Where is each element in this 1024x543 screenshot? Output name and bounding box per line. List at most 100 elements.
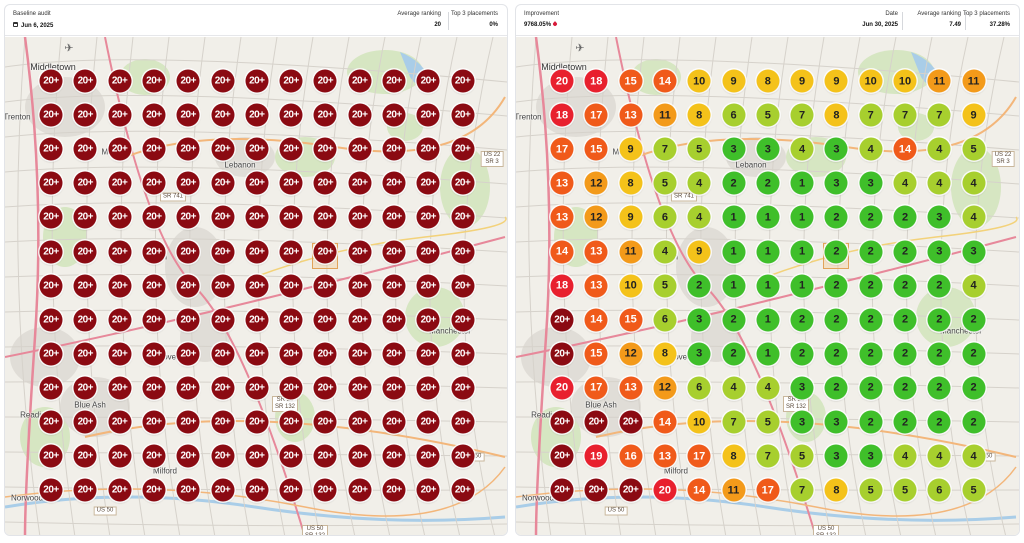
rank-pin[interactable]: 8 <box>824 478 848 502</box>
rank-pin[interactable]: 20+ <box>73 478 97 502</box>
rank-pin[interactable]: 2 <box>893 274 917 298</box>
rank-pin[interactable]: 20+ <box>245 308 269 332</box>
rank-pin[interactable]: 3 <box>687 342 711 366</box>
rank-pin[interactable]: 20+ <box>142 171 166 195</box>
rank-pin[interactable]: 3 <box>824 137 848 161</box>
rank-pin[interactable]: 20+ <box>416 342 440 366</box>
rank-pin[interactable]: 10 <box>893 69 917 93</box>
rank-pin[interactable]: 20+ <box>142 274 166 298</box>
rank-pin[interactable]: 9 <box>962 103 986 127</box>
rank-pin[interactable]: 15 <box>584 342 608 366</box>
rank-pin[interactable]: 20+ <box>73 410 97 434</box>
rank-pin[interactable]: 2 <box>927 410 951 434</box>
rank-pin[interactable]: 20+ <box>245 342 269 366</box>
rank-pin[interactable]: 3 <box>859 171 883 195</box>
rank-pin[interactable]: 20+ <box>73 205 97 229</box>
rank-pin[interactable]: 8 <box>824 103 848 127</box>
rank-pin[interactable]: 9 <box>722 69 745 93</box>
rank-pin[interactable]: 20+ <box>451 444 475 468</box>
rank-pin[interactable]: 20+ <box>348 308 372 332</box>
rank-pin[interactable]: 2 <box>859 410 883 434</box>
rank-pin[interactable]: 20+ <box>142 240 166 263</box>
rank-pin[interactable]: 4 <box>927 444 951 468</box>
rank-pin[interactable]: 5 <box>756 410 780 434</box>
rank-pin[interactable]: 20+ <box>245 274 269 298</box>
rank-pin[interactable]: 20+ <box>382 444 406 468</box>
rank-pin[interactable]: 16 <box>619 444 643 468</box>
rank-pin[interactable]: 15 <box>584 137 608 161</box>
rank-pin[interactable]: 3 <box>824 444 848 468</box>
rank-pin[interactable]: 20+ <box>211 376 234 400</box>
rank-pin[interactable]: 20+ <box>245 444 269 468</box>
rank-pin[interactable]: 20+ <box>348 240 372 263</box>
rank-pin[interactable]: 20+ <box>416 444 440 468</box>
rank-pin[interactable]: 20+ <box>39 478 63 502</box>
rank-pin[interactable]: 4 <box>687 205 711 229</box>
rank-pin[interactable]: 4 <box>859 137 883 161</box>
rank-pin[interactable]: 14 <box>893 137 917 161</box>
rank-pin[interactable]: 8 <box>687 103 711 127</box>
rank-pin[interactable]: 20+ <box>176 103 200 127</box>
rank-pin[interactable]: 20+ <box>176 274 200 298</box>
rank-pin[interactable]: 20+ <box>211 205 234 229</box>
rank-pin[interactable]: 10 <box>687 69 711 93</box>
rank-pin[interactable]: 20+ <box>279 376 303 400</box>
rank-pin[interactable]: 8 <box>722 444 745 468</box>
rank-pin[interactable]: 14 <box>584 308 608 332</box>
rank-pin[interactable]: 20+ <box>348 410 372 434</box>
rank-pin[interactable]: 20+ <box>176 342 200 366</box>
rank-pin[interactable]: 20+ <box>279 69 303 93</box>
rank-pin[interactable]: 20+ <box>39 274 63 298</box>
rank-pin[interactable]: 9 <box>824 69 848 93</box>
rank-pin[interactable]: 20+ <box>279 274 303 298</box>
rank-pin[interactable]: 20+ <box>313 444 337 468</box>
rank-pin[interactable]: 20+ <box>279 205 303 229</box>
rank-pin[interactable]: 2 <box>962 376 986 400</box>
rank-pin[interactable]: 11 <box>927 69 951 93</box>
rank-pin[interactable]: 20+ <box>348 342 372 366</box>
rank-pin[interactable]: 20+ <box>211 274 234 298</box>
rank-pin[interactable]: 2 <box>927 274 951 298</box>
rank-pin[interactable]: 20+ <box>142 205 166 229</box>
rank-pin[interactable]: 20+ <box>348 274 372 298</box>
rank-pin[interactable]: 3 <box>927 240 951 263</box>
rank-pin[interactable]: 1 <box>756 308 780 332</box>
rank-pin[interactable]: 20+ <box>73 308 97 332</box>
rank-pin[interactable]: 20+ <box>39 308 63 332</box>
rank-pin[interactable]: 5 <box>962 137 986 161</box>
rank-pin[interactable]: 2 <box>859 205 883 229</box>
rank-pin[interactable]: 8 <box>756 69 780 93</box>
rank-pin[interactable]: 11 <box>962 69 986 93</box>
current-map[interactable]: MiddletownTrentonMonroeLebanonMasonLovel… <box>516 37 1019 535</box>
rank-pin[interactable]: 20+ <box>245 171 269 195</box>
rank-pin[interactable]: 20+ <box>348 137 372 161</box>
rank-pin[interactable]: 14 <box>687 478 711 502</box>
rank-pin[interactable]: 20+ <box>108 205 132 229</box>
rank-pin[interactable]: 20+ <box>416 274 440 298</box>
rank-pin[interactable]: 2 <box>687 274 711 298</box>
rank-pin[interactable]: 20+ <box>313 137 337 161</box>
rank-pin[interactable]: 18 <box>584 69 608 93</box>
rank-pin[interactable]: 20+ <box>176 444 200 468</box>
rank-pin[interactable]: 20+ <box>416 137 440 161</box>
rank-pin[interactable]: 9 <box>687 240 711 263</box>
rank-pin[interactable]: 20+ <box>348 376 372 400</box>
rank-pin[interactable]: 2 <box>893 240 917 263</box>
rank-pin[interactable]: 5 <box>756 103 780 127</box>
rank-pin[interactable]: 2 <box>927 342 951 366</box>
rank-pin[interactable]: 17 <box>584 103 608 127</box>
rank-pin[interactable]: 20+ <box>313 103 337 127</box>
rank-pin[interactable]: 20+ <box>451 410 475 434</box>
rank-pin[interactable]: 20+ <box>142 103 166 127</box>
rank-pin[interactable]: 20+ <box>348 478 372 502</box>
rank-pin[interactable]: 20+ <box>245 69 269 93</box>
rank-pin[interactable]: 20+ <box>39 240 63 263</box>
rank-pin[interactable]: 20+ <box>348 69 372 93</box>
rank-pin[interactable]: 20+ <box>451 274 475 298</box>
rank-pin[interactable]: 7 <box>790 478 814 502</box>
rank-pin[interactable]: 20+ <box>348 171 372 195</box>
rank-pin[interactable]: 5 <box>962 478 986 502</box>
rank-pin[interactable]: 2 <box>859 376 883 400</box>
rank-pin[interactable]: 20+ <box>73 103 97 127</box>
rank-pin[interactable]: 20+ <box>550 478 574 502</box>
